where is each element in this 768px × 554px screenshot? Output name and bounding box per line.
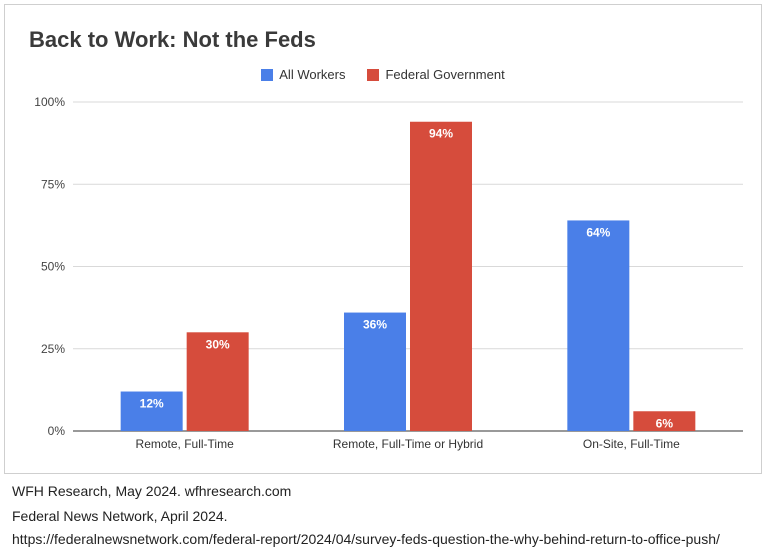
y-tick-label: 50% bbox=[41, 260, 65, 274]
bar-all-workers-2 bbox=[567, 220, 630, 431]
y-tick-label: 75% bbox=[41, 177, 65, 191]
data-label: 6% bbox=[656, 416, 674, 430]
data-label: 12% bbox=[140, 397, 164, 411]
bar-federal-government-0 bbox=[186, 332, 249, 431]
bar-all-workers-1 bbox=[344, 312, 406, 431]
bar-federal-government-1 bbox=[410, 121, 472, 432]
y-tick-label: 25% bbox=[41, 342, 65, 356]
data-label: 36% bbox=[363, 318, 387, 332]
legend-item-federal-government: Federal Government bbox=[367, 67, 505, 82]
x-category-label: Remote, Full-Time or Hybrid bbox=[333, 437, 483, 451]
chart-title: Back to Work: Not the Feds bbox=[29, 27, 316, 52]
source-line-3: https://federalnewsnetwork.com/federal-r… bbox=[12, 531, 720, 547]
chart-legend: All Workers Federal Government bbox=[5, 67, 761, 82]
x-category-label: Remote, Full-Time bbox=[136, 437, 235, 451]
bar-federal-government-2 bbox=[633, 411, 696, 431]
x-category-label: On-Site, Full-Time bbox=[583, 437, 680, 451]
legend-swatch-all-workers bbox=[261, 68, 274, 81]
source-line-1: WFH Research, May 2024. wfhresearch.com bbox=[12, 483, 292, 499]
y-tick-label: 0% bbox=[48, 424, 66, 438]
bar-chart-svg: 0% 25% 50% 75% 100% 12% 30% Remote, Full-Time 36… bbox=[34, 95, 743, 451]
y-tick-label: 100% bbox=[34, 95, 65, 109]
data-label: 94% bbox=[429, 127, 453, 141]
legend-item-all-workers: All Workers bbox=[261, 67, 345, 82]
legend-label-all-workers: All Workers bbox=[279, 67, 346, 82]
legend-label-federal-government: Federal Government bbox=[385, 67, 505, 82]
chart-container: Back to Work: Not the Feds All Workers F… bbox=[4, 4, 762, 474]
data-label: 64% bbox=[586, 225, 610, 239]
data-label: 30% bbox=[206, 337, 230, 351]
bar-all-workers-0 bbox=[120, 391, 183, 431]
source-line-2: Federal News Network, April 2024. bbox=[12, 508, 228, 524]
legend-swatch-federal-government bbox=[367, 68, 380, 81]
